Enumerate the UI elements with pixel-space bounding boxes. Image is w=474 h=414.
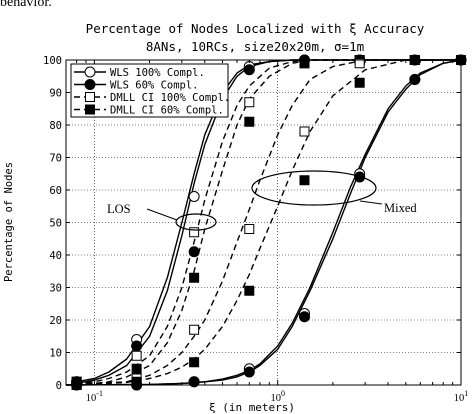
data-point bbox=[189, 357, 200, 368]
x-tick-label: 101 bbox=[454, 389, 469, 404]
data-point bbox=[188, 246, 200, 258]
data-point bbox=[244, 224, 255, 234]
data-point bbox=[244, 285, 255, 296]
chart-title: Percentage of Nodes Localized with ξ Acc… bbox=[86, 21, 425, 36]
data-point bbox=[188, 376, 200, 388]
y-tick-label: 70 bbox=[49, 153, 62, 165]
los-pointer bbox=[146, 208, 178, 221]
x-tick-label: 100 bbox=[270, 389, 285, 404]
legend-box bbox=[70, 63, 229, 118]
data-point bbox=[299, 126, 310, 137]
mixed-ellipse bbox=[251, 170, 377, 206]
data-point bbox=[131, 376, 142, 387]
data-point bbox=[298, 311, 310, 323]
y-axis-label: Percentage of Nodes bbox=[3, 162, 15, 282]
data-point bbox=[243, 366, 255, 378]
data-point bbox=[354, 58, 365, 69]
series-line-mixed-5 bbox=[65, 59, 462, 386]
y-tick-label: 30 bbox=[49, 283, 62, 295]
data-point bbox=[299, 175, 310, 186]
los-ellipse bbox=[175, 213, 217, 231]
y-tick-label: 50 bbox=[49, 218, 62, 230]
y-tick-label: 20 bbox=[49, 315, 62, 327]
legend-label: DMLL CI 100% Compl. bbox=[110, 92, 230, 104]
data-point bbox=[189, 324, 200, 335]
y-tick-label: 10 bbox=[49, 348, 62, 360]
chart-subtitle: 8ANs, 10RCs, size20x20m, σ=1m bbox=[146, 39, 364, 54]
data-point bbox=[189, 227, 200, 238]
legend: WLS 100% Compl.WLS 60% Compl.DMLL CI 100… bbox=[70, 63, 230, 118]
x-axis-label: ξ (in meters) bbox=[209, 401, 295, 414]
x-tick-base: 10 bbox=[86, 393, 97, 404]
data-point bbox=[131, 350, 142, 361]
legend-marker bbox=[84, 66, 96, 78]
y-tick-label: 60 bbox=[49, 185, 62, 197]
legend-marker bbox=[85, 104, 95, 115]
legend-marker bbox=[85, 92, 95, 102]
series-line-mixed-7 bbox=[65, 59, 461, 386]
x-tick-exponent: -1 bbox=[96, 389, 103, 398]
mixed-pointer bbox=[359, 200, 383, 205]
data-point bbox=[299, 58, 310, 69]
data-point bbox=[244, 97, 255, 108]
data-point bbox=[131, 363, 142, 374]
legend-marker bbox=[84, 79, 96, 90]
legend-label: WLS 60% Compl. bbox=[110, 80, 199, 92]
data-point bbox=[409, 74, 421, 85]
data-point bbox=[188, 191, 200, 202]
y-tick-label: 0 bbox=[56, 380, 62, 392]
data-point bbox=[243, 64, 255, 76]
data-point bbox=[189, 272, 200, 283]
x-tick-base: 10 bbox=[454, 393, 465, 404]
legend-label: DMLL CI 60% Compl. bbox=[110, 105, 224, 117]
annotation-los: LOS bbox=[107, 202, 131, 216]
y-tick-label: 90 bbox=[49, 88, 62, 100]
caption-fragment: behavior. bbox=[0, 0, 52, 10]
data-point bbox=[131, 340, 143, 352]
annotation-mixed: Mixed bbox=[384, 201, 417, 215]
data-point bbox=[244, 116, 255, 127]
legend-label: WLS 100% Compl. bbox=[110, 67, 205, 79]
x-tick-exponent: 1 bbox=[464, 389, 468, 398]
x-tick-base: 10 bbox=[270, 393, 281, 404]
y-tick-label: 100 bbox=[43, 55, 62, 67]
data-point bbox=[354, 77, 365, 88]
y-tick-label: 80 bbox=[49, 120, 62, 132]
series-line-mixed-6 bbox=[65, 59, 461, 386]
x-tick-label: 10-1 bbox=[86, 389, 103, 404]
x-tick-exponent: 0 bbox=[281, 389, 285, 398]
y-tick-label: 40 bbox=[49, 250, 62, 262]
